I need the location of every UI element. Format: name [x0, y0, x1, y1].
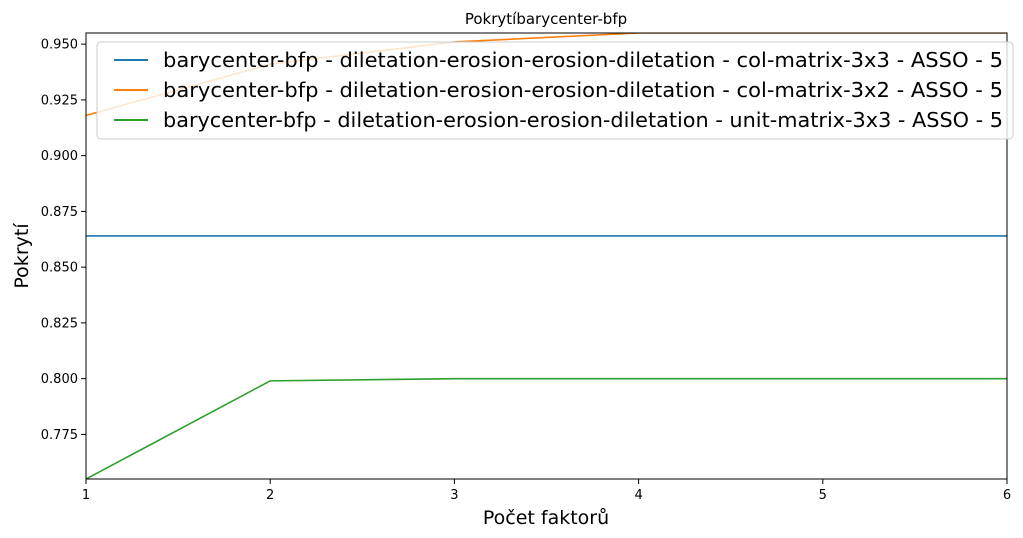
y-tick-label: 0.775 [41, 428, 78, 443]
chart-title: Pokrytíbarycenter-bfp [465, 10, 627, 28]
x-tick-label: 1 [82, 488, 90, 503]
y-tick-label: 0.950 [41, 38, 78, 53]
legend-entry-1: barycenter-bfp - diletation-erosion-eros… [163, 48, 1003, 72]
y-axis-title: Pokrytí [11, 223, 33, 289]
y-tick-label: 0.925 [41, 93, 78, 108]
x-tick-label: 5 [819, 488, 827, 503]
legend-entry-2: barycenter-bfp - diletation-erosion-eros… [163, 78, 1003, 102]
x-axis: 1 2 3 4 5 6 [82, 479, 1011, 503]
x-axis-title: Počet faktorů [483, 507, 609, 529]
legend: barycenter-bfp - diletation-erosion-eros… [96, 41, 1014, 140]
y-tick-label: 0.900 [41, 149, 78, 164]
y-tick-label: 0.800 [41, 372, 78, 387]
y-axis: 0.775 0.800 0.825 0.850 0.875 0.900 0.925 0.950 [41, 38, 86, 443]
y-tick-label: 0.825 [41, 316, 78, 331]
legend-entry-3: barycenter-bfp - diletation-erosion-eros… [163, 108, 1003, 132]
y-tick-label: 0.875 [41, 205, 78, 220]
x-tick-label: 6 [1003, 488, 1011, 503]
plot-frame [85, 32, 1008, 480]
x-tick-label: 3 [450, 488, 458, 503]
x-tick-label: 2 [266, 488, 274, 503]
series-line-3 [86, 377, 1007, 479]
y-tick-label: 0.850 [41, 261, 78, 276]
legend-box [96, 41, 1014, 140]
x-tick-label: 4 [634, 488, 642, 503]
